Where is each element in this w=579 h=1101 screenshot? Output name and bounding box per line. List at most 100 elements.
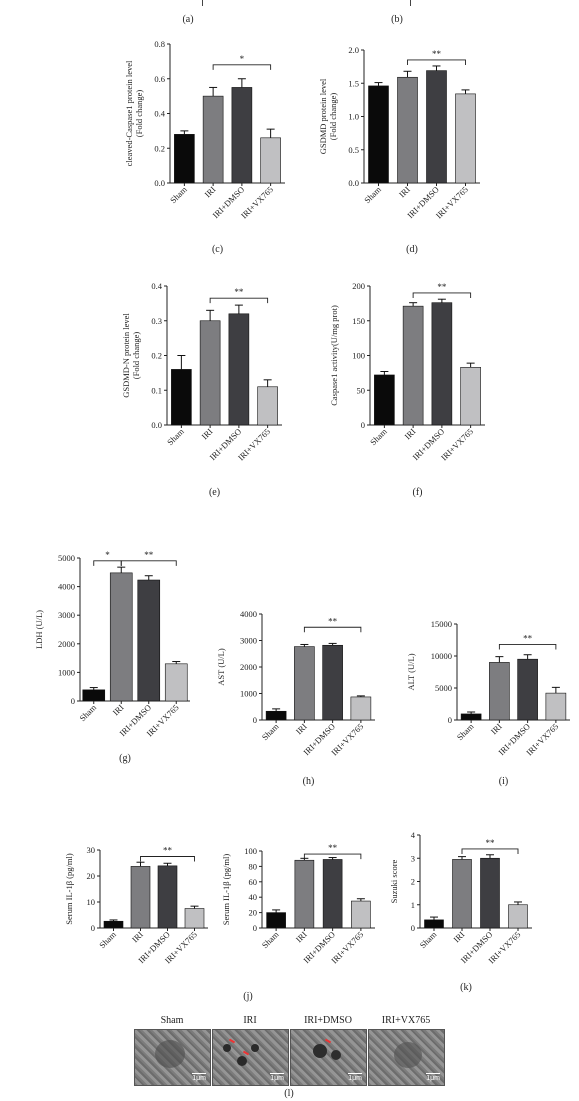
significance-bracket — [140, 856, 195, 862]
y-axis-label: AST (U/L) — [216, 648, 226, 686]
em-arrow-icon — [324, 1038, 332, 1044]
bar-iri-vx765 — [257, 386, 278, 426]
bar-iri-dmso — [480, 857, 500, 929]
panel-j-caption: (j) — [243, 991, 253, 1002]
category-label: Sham — [455, 721, 476, 742]
bar-iri-vx765 — [350, 696, 372, 721]
bar-iri-vx765 — [164, 663, 188, 702]
em-image-iri: 1μm — [212, 1029, 289, 1086]
category-label: Sham — [97, 929, 118, 950]
category-label: IRI — [294, 721, 309, 736]
bar-iri-vx765 — [508, 904, 528, 929]
em-title-iri-vx765: IRI+VX765 — [381, 1015, 431, 1026]
y-axis-label: cleaved-Caspase1 protein level — [124, 60, 134, 166]
significance-label: ** — [144, 550, 154, 560]
y-tick-label: 1000 — [240, 689, 257, 699]
significance-label: ** — [234, 287, 244, 297]
category-label: IRI — [489, 721, 504, 736]
bar-sham — [460, 713, 482, 721]
y-axis-label: (Fold change) — [134, 90, 144, 138]
significance-label: ** — [432, 49, 442, 59]
bar-iri — [199, 320, 221, 426]
em-scale-iri: 1μm — [270, 1073, 284, 1082]
y-tick-label: 0.1 — [151, 385, 162, 395]
bar-iri — [294, 859, 315, 929]
chart-c: 0.0 0.2 0.4 0.6 0.8 cleaved-Caspase1 protein … — [124, 39, 285, 255]
bar-iri-vx765 — [460, 367, 481, 426]
chart-d: 0.0 0.5 1.0 1.5 2.0 GSDMD protein level (Fold … — [318, 45, 480, 255]
significance-bracket — [407, 59, 466, 65]
significance-label: ** — [523, 633, 533, 643]
y-tick-label: 0 — [91, 923, 95, 933]
significance-bracket — [212, 64, 272, 70]
category-label: IRI — [199, 426, 214, 441]
y-tick-label: 0.4 — [154, 109, 165, 119]
y-tick-label: 4000 — [58, 582, 75, 592]
significance-label: * — [105, 550, 110, 560]
em-scale-sham: 1μm — [192, 1073, 206, 1082]
y-tick-label: 50 — [357, 385, 366, 395]
panel-l-caption: (l) — [284, 1088, 294, 1099]
category-label: Sham — [418, 929, 439, 950]
significance-label: * — [240, 54, 245, 64]
y-tick-label: 0.6 — [154, 74, 165, 84]
significance-label: ** — [328, 616, 338, 626]
category-label: Sham — [260, 721, 281, 742]
em-image-sham: 1μm — [134, 1029, 211, 1086]
panel-caption: (e) — [209, 487, 220, 498]
y-tick-label: 1 — [411, 900, 415, 910]
top-cropped-fragment-b — [410, 0, 441, 6]
y-tick-label: 0 — [411, 923, 415, 933]
y-tick-label: 20 — [249, 908, 258, 918]
y-tick-label: 4000 — [240, 609, 257, 619]
category-label: Sham — [165, 426, 186, 447]
y-tick-label: 5000 — [435, 683, 452, 693]
y-tick-label: 3000 — [58, 610, 75, 620]
em-title-sham: Sham — [160, 1015, 184, 1026]
category-label: Sham — [260, 929, 281, 950]
bar-iri-vx765 — [184, 908, 205, 929]
significance-bracket — [412, 292, 472, 298]
y-tick-label: 30 — [87, 845, 96, 855]
panel-caption: (d) — [406, 244, 418, 255]
y-axis-label: GSDMD-N protein level — [121, 313, 131, 398]
bar-iri-vx765 — [455, 93, 476, 184]
y-tick-label: 0.3 — [151, 316, 162, 326]
y-tick-label: 100 — [244, 846, 257, 856]
panel-b-caption: (b) — [391, 14, 403, 25]
bar-iri-vx765 — [351, 900, 371, 929]
bar-iri-vx765 — [260, 137, 281, 184]
y-axis-label: Serum IL-1β (pg/ml) — [221, 854, 231, 926]
y-tick-label: 2 — [411, 877, 415, 887]
bar-iri — [130, 866, 151, 929]
y-axis-label: (Fold change) — [328, 93, 338, 141]
y-axis-label: Serum IL-1β (pg/ml) — [64, 853, 74, 925]
y-tick-label: 5000 — [58, 553, 75, 563]
category-label: IRI — [294, 929, 309, 944]
panel-caption: (g) — [119, 753, 131, 764]
y-axis-label: (Fold change) — [131, 332, 141, 380]
panel-caption: (k) — [460, 982, 472, 993]
significance-bracket — [461, 848, 519, 854]
significance-bracket — [498, 644, 557, 650]
category-label: IRI — [202, 184, 217, 199]
y-tick-label: 100 — [352, 351, 365, 361]
bar-iri-dmso — [322, 644, 343, 721]
y-tick-label: 0 — [71, 696, 75, 706]
bar-sham — [368, 85, 389, 184]
y-tick-label: 0 — [253, 923, 257, 933]
bar-iri-dmso — [137, 579, 161, 702]
em-title-iri: IRI — [243, 1015, 257, 1026]
significance-bracket — [120, 560, 177, 566]
y-tick-label: 0.8 — [154, 39, 165, 49]
category-label: IRI — [111, 702, 126, 717]
y-tick-label: 40 — [249, 892, 258, 902]
category-label: IRI — [402, 426, 417, 441]
y-tick-label: 0.4 — [151, 281, 162, 291]
y-tick-label: 0.2 — [154, 143, 165, 153]
significance-label: ** — [328, 843, 338, 853]
